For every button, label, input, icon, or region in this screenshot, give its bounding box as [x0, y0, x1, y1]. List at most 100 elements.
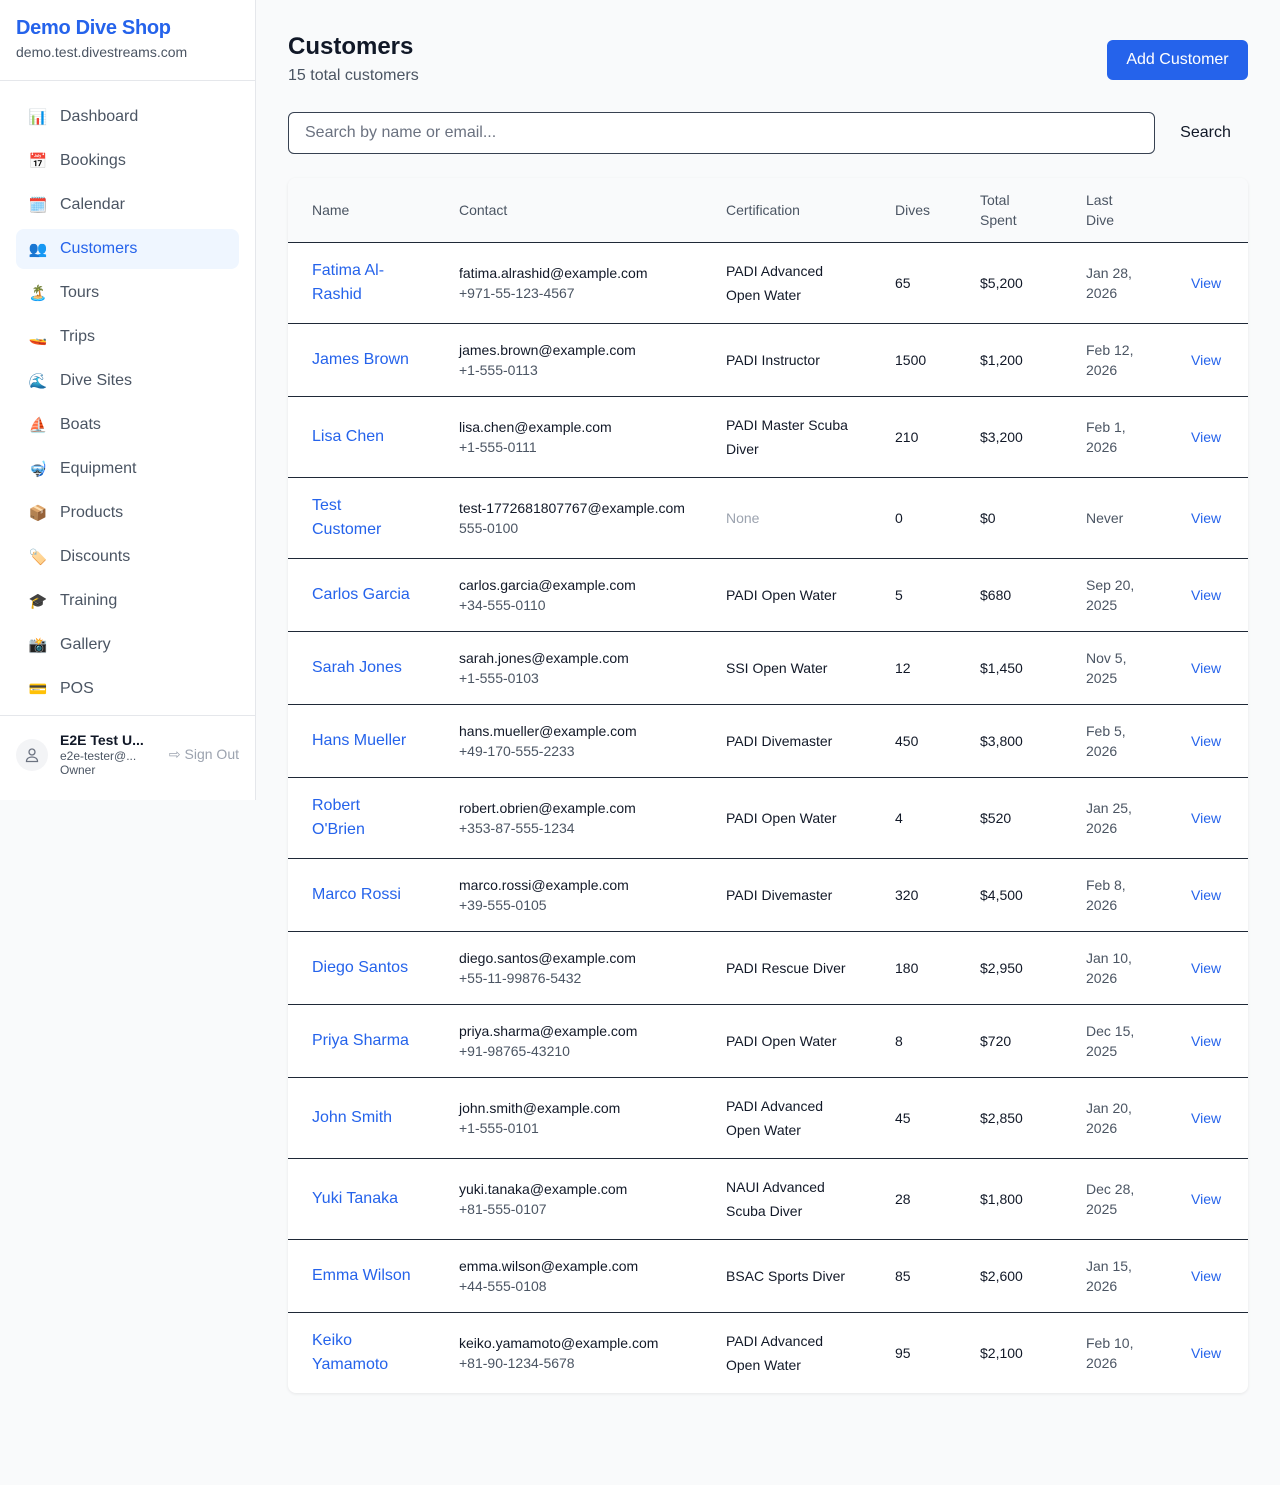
total-spent: $2,950: [956, 931, 1062, 1005]
total-spent: $1,450: [956, 631, 1062, 705]
view-link[interactable]: View: [1191, 660, 1222, 676]
contact-cell: yuki.tanaka@example.com +81-555-0107: [435, 1158, 702, 1240]
table-row: Test Customer test-1772681807767@example…: [288, 477, 1248, 559]
customer-name-link[interactable]: Fatima Al-Rashid: [288, 242, 435, 324]
sidebar-item-customers[interactable]: 👥 Customers: [16, 229, 239, 269]
add-customer-button[interactable]: Add Customer: [1107, 40, 1248, 80]
column-header-actions: [1167, 178, 1248, 243]
total-spent: $0: [956, 477, 1062, 559]
contact-cell: john.smith@example.com +1-555-0101: [435, 1077, 702, 1159]
column-header-name: Name: [288, 178, 435, 243]
view-link[interactable]: View: [1191, 1345, 1222, 1361]
certification: PADI Advanced Open Water: [702, 1077, 871, 1159]
contact-cell: keiko.yamamoto@example.com +81-90-1234-56…: [435, 1313, 702, 1394]
table-row: Lisa Chen lisa.chen@example.com +1-555-01…: [288, 396, 1248, 478]
boat-icon: 🚤: [28, 329, 48, 346]
view-link[interactable]: View: [1191, 960, 1222, 976]
customer-name-link[interactable]: Diego Santos: [288, 931, 435, 1005]
customer-email: carlos.garcia@example.com: [459, 577, 636, 593]
customer-phone: +55-11-99876-5432: [459, 970, 582, 986]
customer-name-link[interactable]: John Smith: [288, 1077, 435, 1159]
view-link[interactable]: View: [1191, 1268, 1222, 1284]
sidebar-item-equipment[interactable]: 🤿 Equipment: [16, 449, 239, 489]
total-spent: $720: [956, 1004, 1062, 1078]
customer-count: 15 total customers: [288, 67, 419, 84]
sidebar-item-dashboard[interactable]: 📊 Dashboard: [16, 97, 239, 137]
contact-cell: marco.rossi@example.com +39-555-0105: [435, 858, 702, 932]
table-row: Priya Sharma priya.sharma@example.com +91…: [288, 1004, 1248, 1078]
sidebar-item-gallery[interactable]: 📸 Gallery: [16, 625, 239, 665]
users-icon: 👥: [28, 241, 48, 258]
shop-name[interactable]: Demo Dive Shop: [16, 17, 171, 39]
column-header-contact: Contact: [435, 178, 702, 243]
customer-phone: +44-555-0108: [459, 1278, 547, 1294]
sidebar-item-calendar[interactable]: 🗓️ Calendar: [16, 185, 239, 225]
customer-name-link[interactable]: Carlos Garcia: [288, 558, 435, 632]
view-link[interactable]: View: [1191, 1191, 1222, 1207]
sidebar-item-label: Dashboard: [60, 108, 139, 125]
customer-name-link[interactable]: Marco Rossi: [288, 858, 435, 932]
view-link[interactable]: View: [1191, 887, 1222, 903]
view-link[interactable]: View: [1191, 1033, 1222, 1049]
view-link[interactable]: View: [1191, 275, 1222, 291]
search-input[interactable]: [288, 112, 1155, 154]
sidebar-item-bookings[interactable]: 📅 Bookings: [16, 141, 239, 181]
customer-name-link[interactable]: Priya Sharma: [288, 1004, 435, 1078]
sidebar-item-tours[interactable]: 🏝️ Tours: [16, 273, 239, 313]
certification: NAUI Advanced Scuba Diver: [702, 1158, 871, 1240]
sidebar-item-products[interactable]: 📦 Products: [16, 493, 239, 533]
sidebar-item-dive-sites[interactable]: 🌊 Dive Sites: [16, 361, 239, 401]
customer-name-link[interactable]: Emma Wilson: [288, 1239, 435, 1313]
contact-cell: hans.mueller@example.com +49-170-555-2233: [435, 704, 702, 778]
customer-name-link[interactable]: Keiko Yamamoto: [312, 1332, 389, 1373]
view-link[interactable]: View: [1191, 1110, 1222, 1126]
customer-name-link[interactable]: Robert O'Brien: [288, 777, 435, 859]
last-dive: Feb 12, 2026: [1062, 323, 1167, 397]
sidebar-item-training[interactable]: 🎓 Training: [16, 581, 239, 621]
sign-out-button[interactable]: ⇨ Sign Out: [169, 746, 239, 763]
customer-phone: +1-555-0111: [459, 439, 537, 455]
sidebar-item-pos[interactable]: 💳 POS: [16, 669, 239, 709]
view-link[interactable]: View: [1191, 352, 1222, 368]
customer-email: keiko.yamamoto@example.com: [459, 1335, 659, 1351]
view-link[interactable]: View: [1191, 510, 1222, 526]
sidebar-item-trips[interactable]: 🚤 Trips: [16, 317, 239, 357]
sidebar-item-discounts[interactable]: 🏷️ Discounts: [16, 537, 239, 577]
certification: PADI Divemaster: [702, 858, 871, 932]
dives-count: 12: [871, 631, 956, 705]
search-button[interactable]: Search: [1163, 112, 1248, 154]
view-link[interactable]: View: [1191, 587, 1222, 603]
customer-name-link[interactable]: Sarah Jones: [288, 631, 435, 705]
view-link[interactable]: View: [1191, 810, 1222, 826]
contact-cell: diego.santos@example.com +55-11-99876-543…: [435, 931, 702, 1005]
customer-phone: +34-555-0110: [459, 597, 546, 613]
total-spent: $520: [956, 777, 1062, 859]
last-dive: Jan 20, 2026: [1062, 1077, 1167, 1159]
sidebar-item-boats[interactable]: ⛵ Boats: [16, 405, 239, 445]
customer-name-link[interactable]: James Brown: [288, 323, 435, 397]
certification: PADI Rescue Diver: [702, 931, 871, 1005]
customer-phone: +353-87-555-1234: [459, 820, 575, 836]
table-row: John Smith john.smith@example.com +1-555-…: [288, 1077, 1248, 1159]
customers-table-card: Name Contact Certification Dives Total Spent…: [288, 178, 1248, 1393]
calendar-date-icon: 📅: [28, 153, 48, 170]
last-dive: Jan 28, 2026: [1062, 242, 1167, 324]
customer-name-link[interactable]: Lisa Chen: [288, 396, 435, 478]
contact-cell: robert.obrien@example.com +353-87-555-123…: [435, 777, 702, 859]
table-row: Marco Rossi marco.rossi@example.com +39-5…: [288, 858, 1248, 932]
total-spent: $4,500: [956, 858, 1062, 932]
customer-name-link[interactable]: Yuki Tanaka: [288, 1158, 435, 1240]
last-dive: Dec 15, 2025: [1062, 1004, 1167, 1078]
sidebar-item-label: Customers: [60, 240, 138, 257]
certification: PADI Instructor: [702, 323, 871, 397]
customer-email: yuki.tanaka@example.com: [459, 1181, 628, 1197]
view-link[interactable]: View: [1191, 429, 1222, 445]
customer-email: sarah.jones@example.com: [459, 650, 629, 666]
dives-count: 4: [871, 777, 956, 859]
view-link[interactable]: View: [1191, 733, 1222, 749]
customer-name-link[interactable]: Hans Mueller: [288, 704, 435, 778]
customer-email: priya.sharma@example.com: [459, 1023, 638, 1039]
customer-name-link[interactable]: Test Customer: [288, 477, 435, 559]
table-row: Robert O'Brien robert.obrien@example.com…: [288, 777, 1248, 859]
total-spent: $3,200: [956, 396, 1062, 478]
